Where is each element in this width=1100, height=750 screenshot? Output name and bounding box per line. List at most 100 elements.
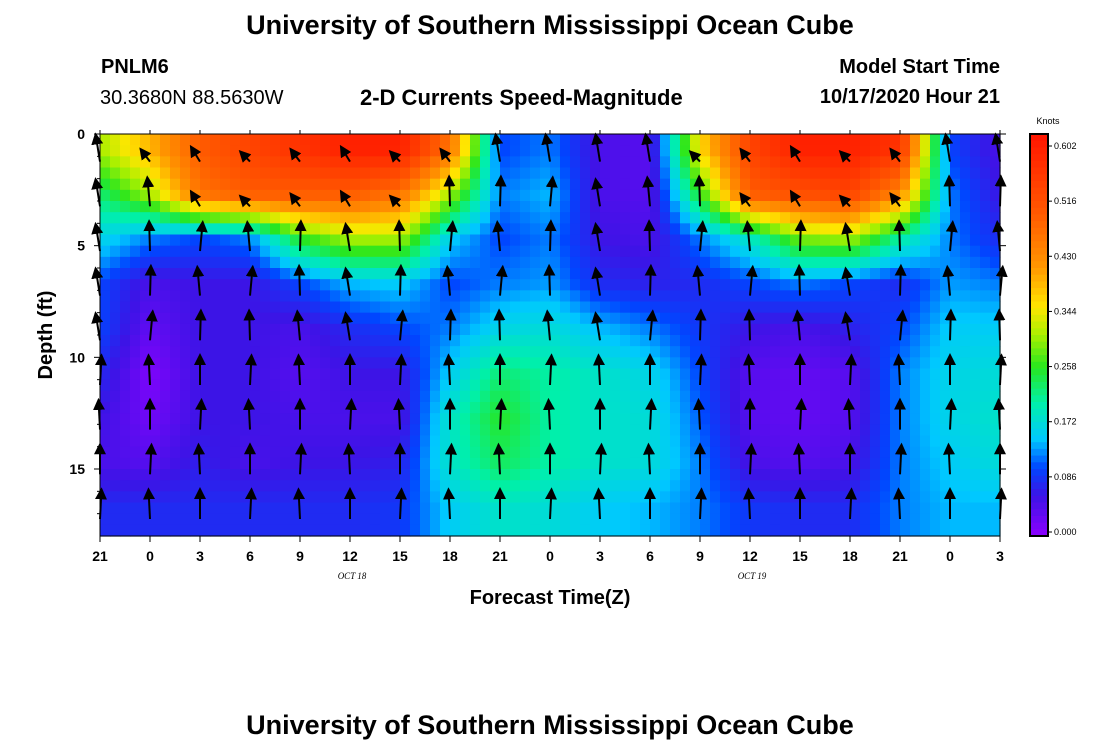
heat-cell: [230, 245, 241, 258]
heat-cell: [500, 323, 511, 336]
heat-cell: [480, 268, 491, 280]
heat-cell: [930, 167, 941, 180]
heat-cell: [980, 390, 991, 403]
heat-cell: [520, 223, 531, 236]
heat-cell: [700, 446, 711, 459]
heat-cell: [920, 357, 931, 370]
current-vector: [794, 219, 807, 252]
heat-cell: [160, 457, 171, 470]
heat-cell: [100, 290, 111, 303]
heat-cell: [390, 524, 401, 537]
heat-cell: [120, 368, 131, 381]
heat-cell: [920, 189, 931, 202]
heat-cell: [990, 435, 1001, 448]
heat-cell: [700, 524, 711, 537]
heat-cell: [910, 435, 921, 448]
heat-cell: [280, 435, 291, 448]
colorbar-swatch: [1030, 308, 1048, 316]
heat-cell: [560, 189, 571, 202]
heat-cell: [740, 446, 751, 459]
heat-cell: [520, 368, 531, 381]
heat-cell: [490, 256, 501, 269]
heat-cell: [550, 134, 561, 146]
heat-cell: [720, 156, 731, 169]
heat-cell: [680, 178, 691, 191]
heat-cell: [180, 379, 191, 392]
heat-cell: [270, 379, 281, 392]
heat-cell: [980, 413, 991, 425]
heat-cell: [930, 256, 941, 269]
heat-cell: [230, 402, 241, 414]
heat-cell: [480, 178, 491, 191]
heat-cell: [450, 256, 461, 269]
heat-cell: [520, 268, 531, 280]
heat-cell: [640, 212, 651, 224]
heat-cell: [460, 346, 471, 358]
current-vector: [393, 219, 406, 252]
heat-cell: [870, 290, 881, 303]
heat-cell: [620, 145, 631, 157]
heat-cell: [940, 413, 951, 425]
heat-cell: [640, 201, 651, 213]
heat-cell: [750, 457, 761, 470]
heat-cell: [890, 424, 901, 437]
heat-cell: [670, 167, 681, 180]
heat-cell: [440, 346, 451, 358]
heat-cell: [190, 413, 201, 425]
heat-cell: [850, 234, 861, 247]
heat-cell: [700, 178, 711, 191]
heat-cell: [790, 156, 801, 169]
heat-cell: [760, 513, 771, 526]
x-tick-label: 9: [696, 548, 704, 564]
heat-cell: [190, 424, 201, 437]
heat-cell: [830, 390, 841, 403]
heat-cell: [300, 145, 311, 157]
heat-cell: [150, 457, 161, 470]
heat-cell: [610, 435, 621, 448]
heat-cell: [770, 524, 781, 537]
heat-cell: [270, 491, 281, 504]
heat-cell: [350, 312, 361, 325]
heat-cell: [950, 524, 961, 537]
heat-cell: [220, 323, 231, 336]
heat-cell: [530, 201, 541, 213]
heat-cell: [580, 502, 591, 515]
heat-cell: [440, 201, 451, 213]
heat-cell: [350, 279, 361, 291]
heat-cell: [930, 178, 941, 191]
heat-cell: [490, 390, 501, 403]
heat-cell: [420, 379, 431, 392]
heat-cell: [190, 201, 201, 213]
heat-cell: [360, 145, 371, 157]
heat-cell: [600, 256, 611, 269]
heat-cell: [170, 457, 181, 470]
current-vector: [543, 397, 555, 430]
heat-cell: [230, 491, 241, 504]
heat-cell: [820, 167, 831, 180]
heat-cell: [990, 413, 1001, 425]
heat-cell: [780, 379, 791, 392]
current-vector: [238, 149, 252, 163]
heat-cell: [320, 491, 331, 504]
heat-cell: [680, 156, 691, 169]
heat-cell: [420, 457, 431, 470]
heat-cell: [840, 346, 851, 358]
heat-cell: [260, 379, 271, 392]
heat-cell: [250, 279, 261, 291]
colorbar-tick-label: 0.344: [1054, 306, 1077, 316]
heat-cell: [400, 145, 411, 157]
heat-cell: [220, 312, 231, 325]
heat-cell: [670, 524, 681, 537]
heat-cell: [750, 312, 761, 325]
heat-cell: [710, 156, 721, 169]
heat-cell: [770, 268, 781, 280]
heat-cell: [650, 491, 661, 504]
heat-cell: [270, 513, 281, 526]
heat-cell: [860, 379, 871, 392]
heat-cell: [140, 379, 151, 392]
heat-cell: [700, 457, 711, 470]
heat-cell: [710, 234, 721, 247]
current-vector: [492, 220, 505, 252]
heat-cell: [210, 457, 221, 470]
heat-cell: [120, 212, 131, 224]
